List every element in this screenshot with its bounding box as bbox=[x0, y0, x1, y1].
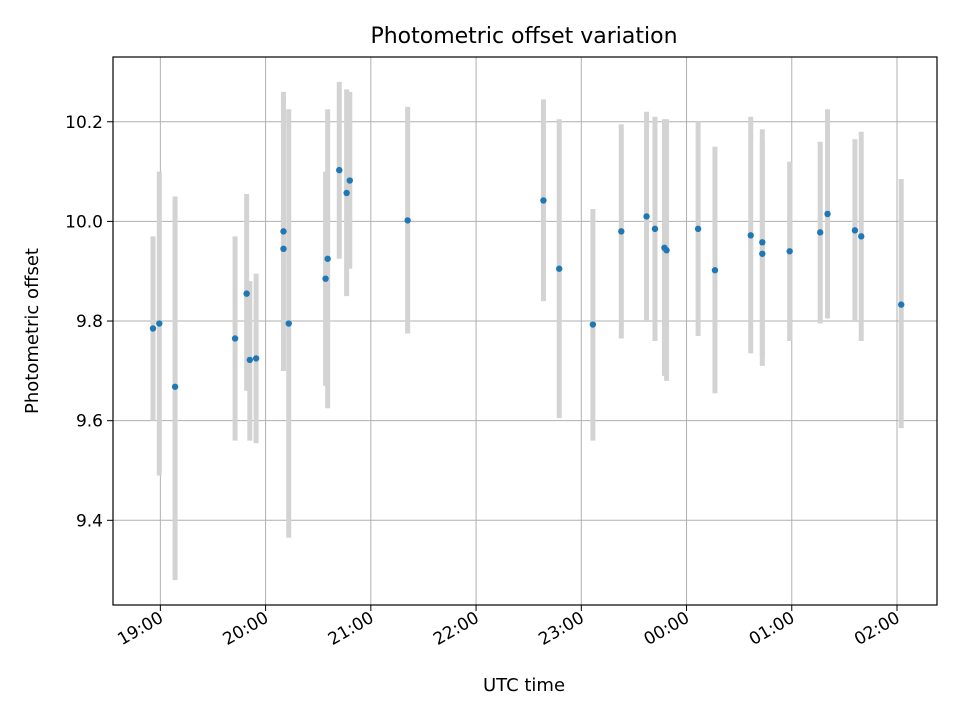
data-point bbox=[816, 229, 824, 236]
data-point bbox=[651, 225, 659, 233]
data-point bbox=[156, 320, 163, 327]
data-point bbox=[618, 228, 625, 235]
plot-frame bbox=[112, 56, 938, 606]
data-point bbox=[540, 197, 547, 204]
data-point bbox=[280, 245, 287, 252]
data-point bbox=[747, 232, 754, 239]
data-point bbox=[759, 250, 766, 257]
y-tick-label: 9.8 bbox=[76, 312, 103, 332]
y-tick-label: 10.0 bbox=[65, 212, 103, 232]
data-point bbox=[663, 247, 670, 254]
data-point bbox=[759, 239, 766, 246]
data-point bbox=[252, 355, 260, 362]
data-point bbox=[285, 320, 292, 327]
y-tick-label: 9.4 bbox=[76, 511, 103, 531]
chart-title: Photometric offset variation bbox=[370, 24, 677, 49]
data-point bbox=[343, 189, 350, 197]
y-axis-ticks: 9.4 9.6 9.8 10.0 10.2 bbox=[65, 113, 113, 531]
data-point bbox=[711, 267, 719, 274]
data-point bbox=[694, 225, 702, 233]
y-tick-label: 9.6 bbox=[76, 412, 103, 432]
data-point bbox=[322, 275, 329, 282]
data-point bbox=[171, 383, 179, 390]
x-axis-label: UTC time bbox=[483, 675, 565, 696]
data-point bbox=[243, 290, 250, 297]
data-points bbox=[149, 166, 905, 390]
data-point bbox=[556, 265, 563, 272]
data-point bbox=[404, 217, 411, 224]
data-point bbox=[824, 210, 831, 218]
data-point bbox=[324, 255, 331, 262]
data-point bbox=[346, 177, 353, 184]
y-axis-label: Photometric offset bbox=[22, 248, 43, 414]
data-point bbox=[898, 301, 905, 308]
data-point bbox=[589, 321, 597, 328]
data-point bbox=[858, 233, 865, 240]
data-point bbox=[149, 325, 157, 332]
data-point bbox=[246, 356, 254, 364]
data-point bbox=[280, 228, 287, 235]
data-point bbox=[336, 166, 343, 174]
y-tick-label: 10.2 bbox=[65, 113, 103, 133]
data-point bbox=[786, 248, 793, 255]
data-point bbox=[231, 335, 239, 342]
data-point bbox=[643, 213, 650, 220]
data-point bbox=[851, 227, 859, 234]
